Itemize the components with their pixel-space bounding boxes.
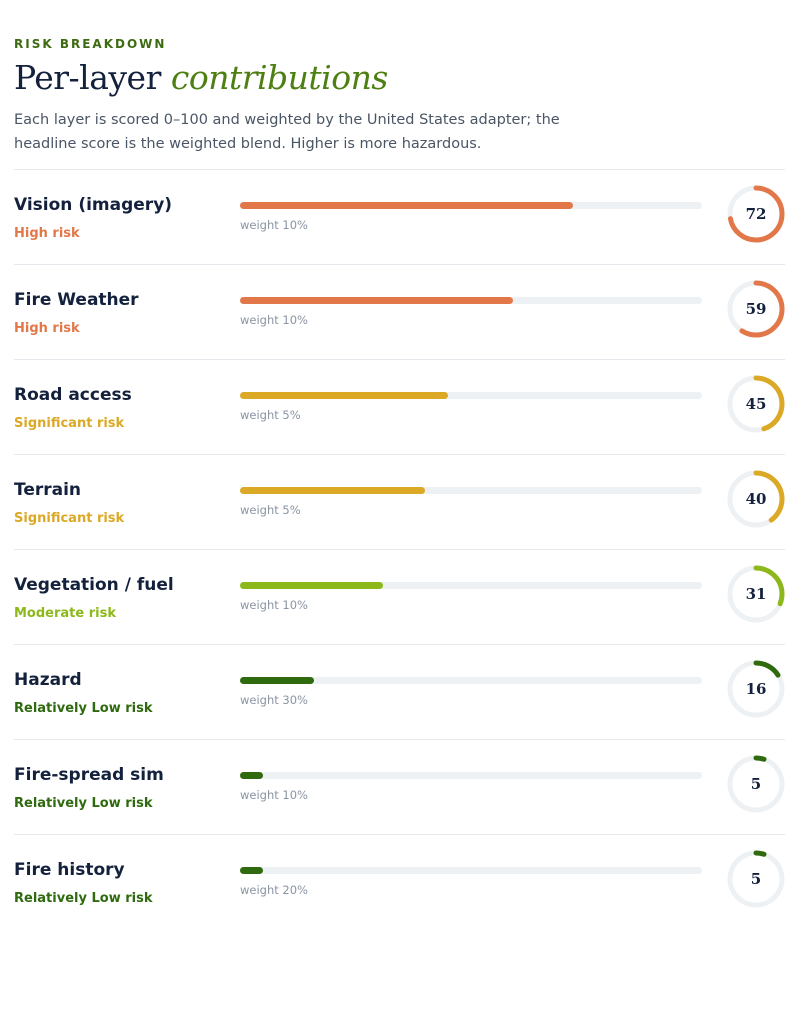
- score-ring-progress: [727, 850, 785, 908]
- layer-name: Fire-spread sim: [14, 765, 164, 785]
- weight-label: weight 5%: [240, 503, 301, 517]
- score-value: 5: [750, 870, 762, 888]
- layer-name: Hazard: [14, 670, 82, 690]
- layer-row: Hazard Relatively Low risk weight 30% 16: [14, 645, 785, 740]
- weight-label: weight 10%: [240, 313, 308, 327]
- risk-label: Relatively Low risk: [14, 891, 153, 906]
- contribution-bar-fill: [240, 487, 425, 494]
- contribution-bar-track: [240, 487, 702, 494]
- layer-row: Fire history Relatively Low risk weight …: [14, 835, 785, 929]
- risk-label: Relatively Low risk: [14, 796, 153, 811]
- risk-label: High risk: [14, 321, 80, 336]
- score-ring: [727, 755, 785, 813]
- score-gauge: 5: [726, 849, 786, 909]
- contribution-bar-fill: [240, 392, 448, 399]
- layer-row: Vision (imagery) High risk weight 10% 72: [14, 170, 785, 265]
- layer-row: Fire Weather High risk weight 10% 59: [14, 265, 785, 360]
- score-gauge: 40: [726, 469, 786, 529]
- contribution-bar-fill: [240, 772, 264, 779]
- score-ring: [727, 565, 785, 623]
- weight-label: weight 5%: [240, 408, 301, 422]
- layer-row: Road access Significant risk weight 5% 4…: [14, 360, 785, 455]
- risk-label: Relatively Low risk: [14, 701, 153, 716]
- section-eyebrow: RISK BREAKDOWN: [14, 37, 167, 51]
- score-ring-progress: [727, 660, 785, 718]
- contribution-bar-track: [240, 297, 702, 304]
- layer-row: Terrain Significant risk weight 5% 40: [14, 455, 785, 550]
- score-gauge: 31: [726, 564, 786, 624]
- risk-label: Significant risk: [14, 511, 125, 526]
- contribution-bar-track: [240, 772, 702, 779]
- layer-name: Fire history: [14, 860, 125, 880]
- score-value: 16: [745, 680, 767, 698]
- score-ring: [727, 280, 785, 338]
- layer-name: Vision (imagery): [14, 195, 173, 215]
- score-ring-progress: [727, 185, 785, 243]
- score-ring-progress: [727, 565, 785, 623]
- layer-row: Vegetation / fuel Moderate risk weight 1…: [14, 550, 785, 645]
- contribution-bar-track: [240, 677, 702, 684]
- risk-label: Significant risk: [14, 416, 125, 431]
- risk-label: Moderate risk: [14, 606, 116, 621]
- score-ring: [727, 850, 785, 908]
- contribution-bar-track: [240, 867, 702, 874]
- score-gauge: 45: [726, 374, 786, 434]
- layer-name: Vegetation / fuel: [14, 575, 174, 595]
- contribution-bar-fill: [240, 582, 384, 589]
- layer-name: Road access: [14, 385, 132, 405]
- score-value: 45: [745, 395, 767, 413]
- score-ring-progress: [727, 470, 785, 528]
- score-ring-progress: [727, 280, 785, 338]
- weight-label: weight 30%: [240, 693, 308, 707]
- score-value: 31: [745, 585, 767, 603]
- layer-list: Vision (imagery) High risk weight 10% 72…: [14, 169, 785, 929]
- weight-label: weight 10%: [240, 788, 308, 802]
- score-ring: [727, 375, 785, 433]
- score-gauge: 59: [726, 279, 786, 339]
- score-ring: [727, 660, 785, 718]
- intro-text: Each layer is scored 0–100 and weighted …: [14, 112, 560, 152]
- score-value: 72: [745, 205, 767, 223]
- score-ring: [727, 470, 785, 528]
- layer-name: Fire Weather: [14, 290, 139, 310]
- risk-label: High risk: [14, 226, 80, 241]
- score-gauge: 16: [726, 659, 786, 719]
- score-ring-progress: [727, 375, 785, 433]
- layer-name: Terrain: [14, 480, 82, 500]
- layer-row: Fire-spread sim Relatively Low risk weig…: [14, 740, 785, 835]
- contribution-bar-fill: [240, 677, 314, 684]
- weight-label: weight 10%: [240, 598, 308, 612]
- contribution-bar-track: [240, 202, 702, 209]
- page-title-plain: Per-layer: [14, 58, 171, 97]
- contribution-bar-track: [240, 392, 702, 399]
- contribution-bar-fill: [240, 297, 513, 304]
- weight-label: weight 20%: [240, 883, 308, 897]
- weight-label: weight 10%: [240, 218, 308, 232]
- score-ring-progress: [727, 755, 785, 813]
- page-title: Per-layer contributions: [14, 58, 388, 97]
- page-title-accent: contributions: [170, 58, 388, 97]
- score-gauge: 5: [726, 754, 786, 814]
- score-ring: [727, 185, 785, 243]
- contribution-bar-fill: [240, 202, 573, 209]
- contribution-bar-fill: [240, 867, 264, 874]
- score-gauge: 72: [726, 184, 786, 244]
- score-value: 5: [750, 775, 762, 793]
- contribution-bar-track: [240, 582, 702, 589]
- score-value: 59: [745, 300, 767, 318]
- score-value: 40: [745, 490, 767, 508]
